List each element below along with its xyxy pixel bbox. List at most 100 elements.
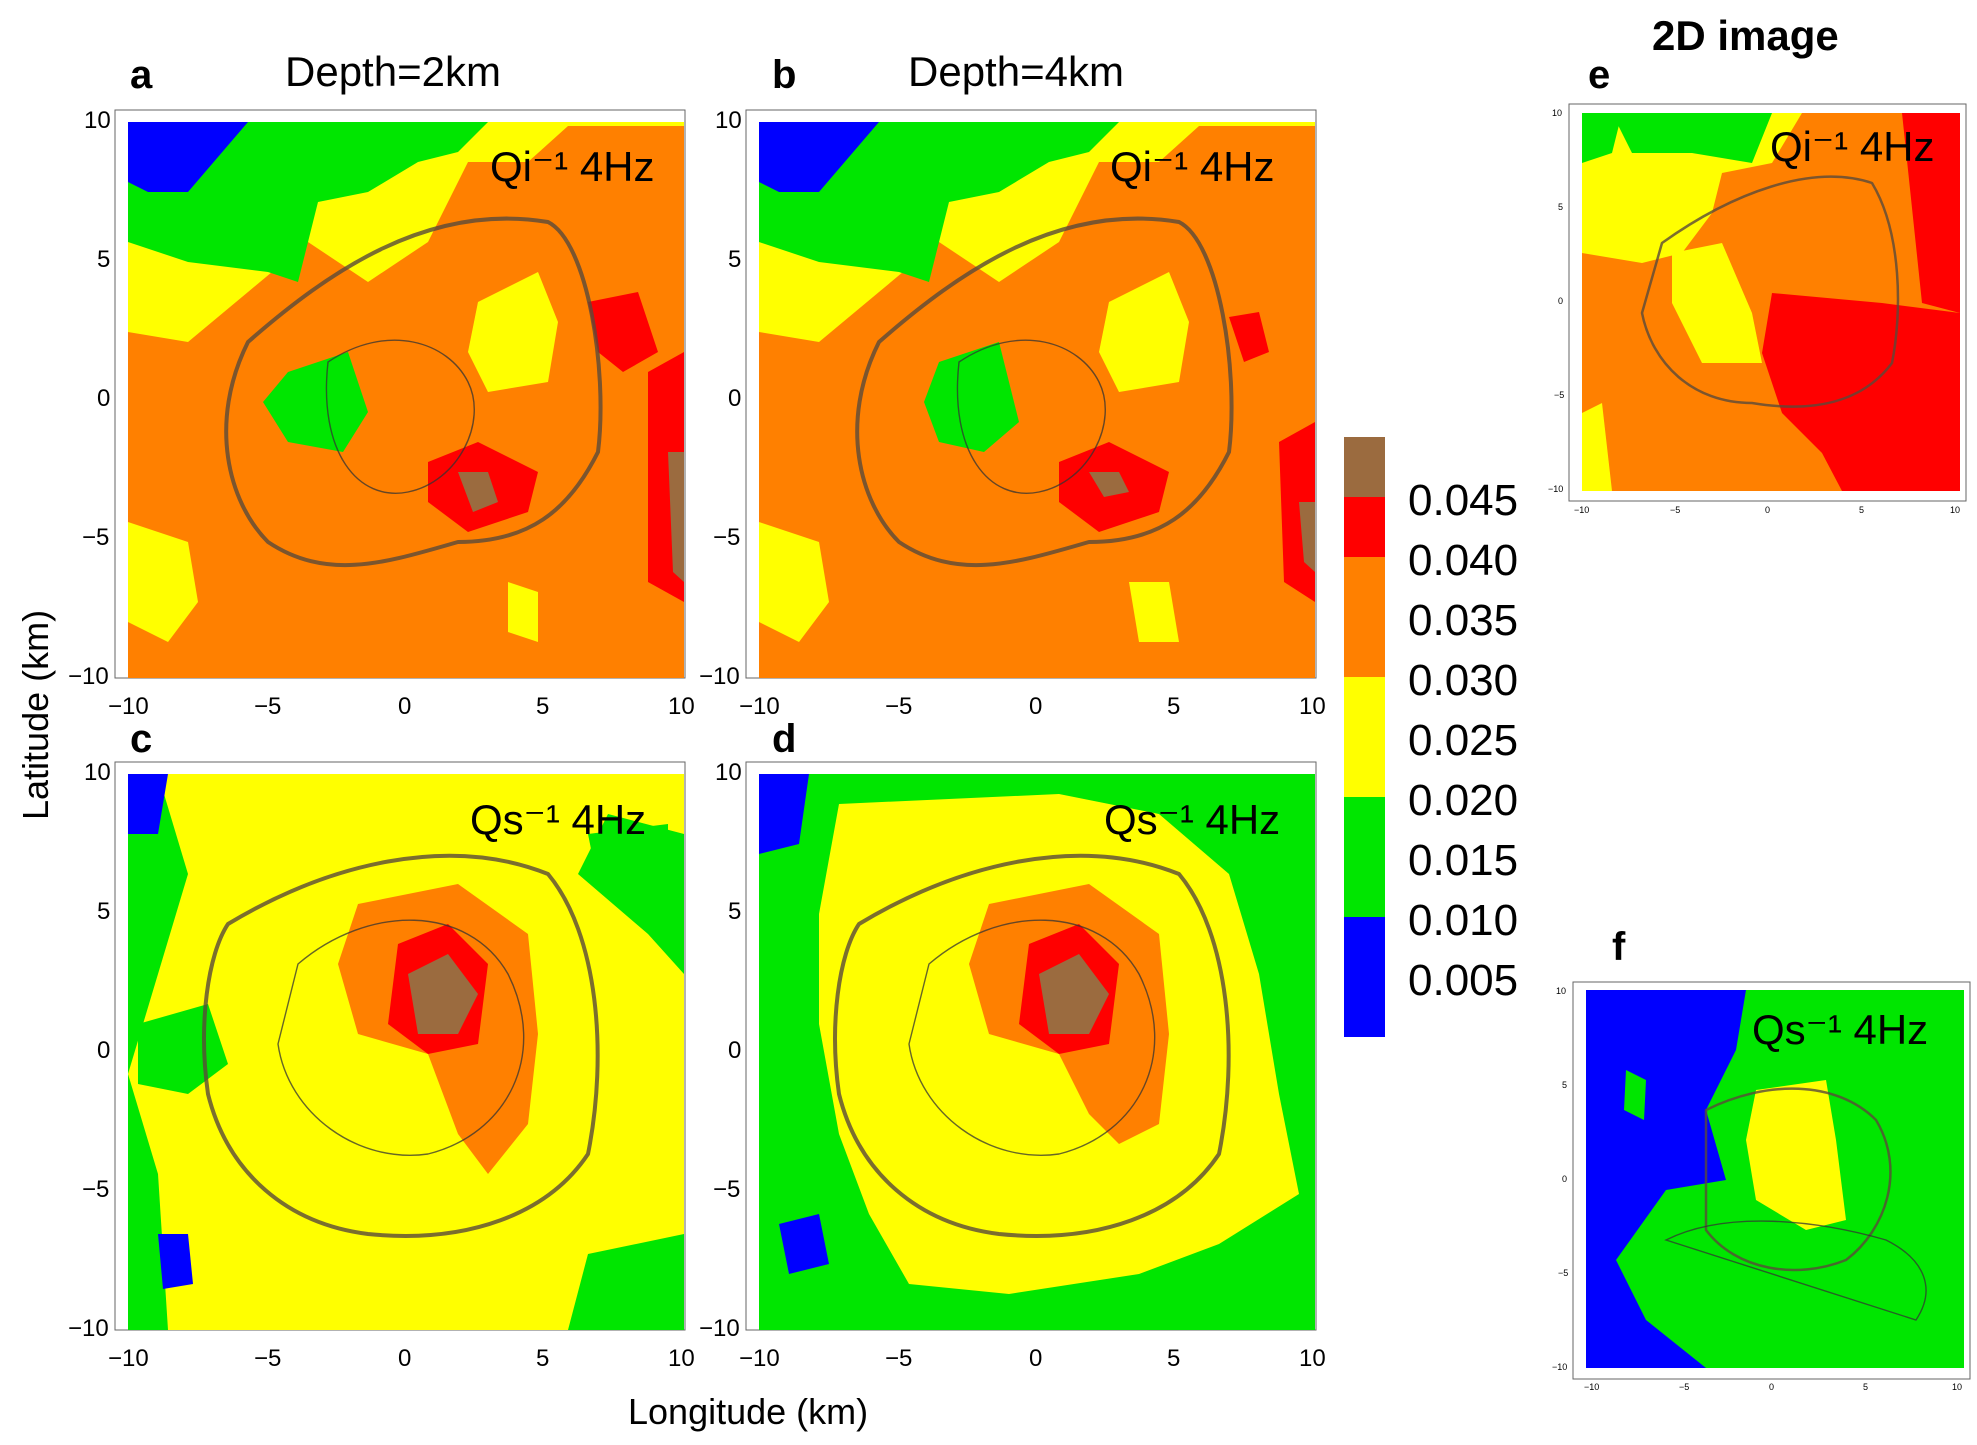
panel-f-ytick: 5 (1562, 1080, 1567, 1090)
panel-d-label: Qs⁻¹ 4Hz (1104, 796, 1280, 843)
panel-e-xtick: 0 (1765, 505, 1770, 515)
panel-a-xtick: 10 (668, 693, 695, 720)
panel-f-caldera-outline (1704, 1087, 1892, 1272)
colorbar: 0.045 0.040 0.035 0.030 0.025 0.020 0.01… (1344, 437, 1518, 1037)
colorbar-label: 0.040 (1408, 536, 1518, 585)
panel-a-xtick: 5 (536, 693, 549, 720)
panel-f: f 10 5 0 −5 −10 −10 −5 0 5 10 Qs⁻¹ 4Hz (1552, 925, 1971, 1392)
panel-e-green-corner (1582, 113, 1622, 163)
panel-c-ytick: 0 (97, 1037, 110, 1064)
panel-c-green-northeast (588, 824, 668, 884)
panel-c-xtick: 10 (668, 1345, 695, 1372)
panel-e-ytick: −5 (1554, 390, 1564, 400)
panel-d-blue-patch (779, 1214, 829, 1274)
panel-e-xtick: −10 (1574, 505, 1589, 515)
panel-a-ytick: −5 (82, 524, 109, 551)
panel-d-caldera-outline (833, 853, 1231, 1238)
panel-a-title: Depth=2km (285, 48, 501, 95)
panel-f-label: Qs⁻¹ 4Hz (1752, 1006, 1928, 1053)
colorbar-swatch-orange (1344, 557, 1385, 677)
panel-b-contour-1 (956, 339, 1106, 494)
panel-a-yellow-southwest (128, 522, 198, 642)
panel-e-label: Qi⁻¹ 4Hz (1770, 123, 1935, 170)
panel-b-green-region (759, 122, 1119, 282)
panel-c-blue-patch (158, 1234, 193, 1289)
panel-b-letter: b (772, 53, 796, 97)
panel-f-yellow-core (1746, 1080, 1846, 1230)
panel-a-xtick: −5 (254, 693, 281, 720)
panel-b-green-island (924, 342, 1019, 452)
panel-a-yellow-patch (468, 272, 558, 392)
panel-b-yellow-southwest (759, 522, 829, 642)
colorbar-label: 0.015 (1408, 836, 1518, 885)
colorbar-swatch-red (1344, 497, 1385, 557)
panel-e-red-edge (1902, 113, 1960, 313)
panel-a-caldera-outline (224, 216, 603, 568)
panel-a-xtick: 0 (398, 693, 411, 720)
colorbar-label: 0.010 (1408, 896, 1518, 945)
panel-b-heatmap (759, 122, 1315, 678)
panel-c-xtick: −10 (108, 1345, 149, 1372)
panel-a-yellow-south (508, 582, 538, 642)
panel-d: d 10 5 0 −5 −10 −10 −5 0 5 10 Qs⁻¹ 4Hz (699, 717, 1326, 1372)
panel-c-green-southeast (568, 1234, 684, 1330)
panel-b-caldera-outline (855, 216, 1234, 568)
panel-b-red-east (1229, 312, 1269, 362)
panel-e-yellow-center (1672, 243, 1762, 363)
panel-b-xtick: 5 (1167, 693, 1180, 720)
panel-d-ytick: −5 (713, 1176, 740, 1203)
panel-b-xtick: −5 (885, 693, 912, 720)
panel-d-ytick: −10 (699, 1315, 740, 1342)
panel-a-red-east (588, 292, 658, 372)
colorbar-swatch-blue (1344, 917, 1385, 1037)
panel-d-xtick: 10 (1299, 1345, 1326, 1372)
panel-f-frame (1572, 981, 1971, 1380)
panel-b-ytick: 0 (728, 385, 741, 412)
panel-d-brown-core (1039, 954, 1109, 1034)
panel-b-yellow-south (1129, 582, 1179, 642)
panel-f-ytick: −10 (1552, 1362, 1567, 1372)
panel-d-blue-corner (759, 774, 809, 854)
colorbar-label: 0.020 (1408, 776, 1518, 825)
panel-f-letter: f (1612, 925, 1626, 969)
panel-b-label: Qi⁻¹ 4Hz (1110, 143, 1275, 190)
colorbar-swatch-green (1344, 797, 1385, 917)
panel-a-brown-edge (668, 452, 684, 582)
panel-f-xtick: 5 (1863, 1382, 1868, 1392)
panel-c-ytick: −10 (68, 1315, 109, 1342)
panel-c-caldera-outline (202, 853, 600, 1238)
panel-a-ytick: 0 (97, 385, 110, 412)
panel-a-label: Qi⁻¹ 4Hz (490, 143, 655, 190)
colorbar-swatch-brown (1344, 437, 1385, 497)
title-2d-image: 2D image (1652, 12, 1839, 59)
panel-a: a Depth=2km 10 5 0 −5 −10 −10 −5 0 (68, 48, 695, 720)
panel-a-heatmap (128, 122, 684, 678)
panel-f-contour-1 (1664, 1220, 1927, 1321)
colorbar-label: 0.045 (1408, 476, 1518, 525)
colorbar-label: 0.030 (1408, 656, 1518, 705)
panel-b-ytick: −10 (699, 663, 740, 690)
panel-d-contour-1 (908, 919, 1156, 1156)
panel-c-xtick: 5 (536, 1345, 549, 1372)
panel-f-xtick: −10 (1584, 1382, 1599, 1392)
panel-e-yellow-southwest (1582, 403, 1612, 491)
panel-f-xtick: 10 (1952, 1382, 1962, 1392)
panel-f-ytick: 0 (1562, 1174, 1567, 1184)
panel-e: e 10 5 0 −5 −10 −10 −5 0 5 10 Qi⁻¹ 4Hz (1548, 53, 1967, 515)
panel-c: c 10 5 0 −5 −10 −10 −5 0 5 10 Qs⁻¹ 4Hz (68, 717, 695, 1372)
panel-b-ytick: 10 (715, 107, 742, 134)
panel-d-letter: d (772, 717, 796, 761)
panel-d-xtick: −5 (885, 1345, 912, 1372)
panel-d-xtick: 0 (1029, 1345, 1042, 1372)
panel-f-xtick: 0 (1769, 1382, 1774, 1392)
colorbar-label: 0.035 (1408, 596, 1518, 645)
panel-d-xtick: 5 (1167, 1345, 1180, 1372)
panel-c-label: Qs⁻¹ 4Hz (470, 796, 646, 843)
panel-c-contour-1 (277, 919, 525, 1156)
panel-b-xtick: 0 (1029, 693, 1042, 720)
panel-e-letter: e (1588, 53, 1610, 97)
panel-b-brown-edge (1299, 502, 1315, 572)
panel-b: b Depth=4km 10 5 0 −5 −10 −10 −5 0 5 (699, 48, 1326, 720)
panel-b-yellow-patch (1099, 272, 1189, 392)
